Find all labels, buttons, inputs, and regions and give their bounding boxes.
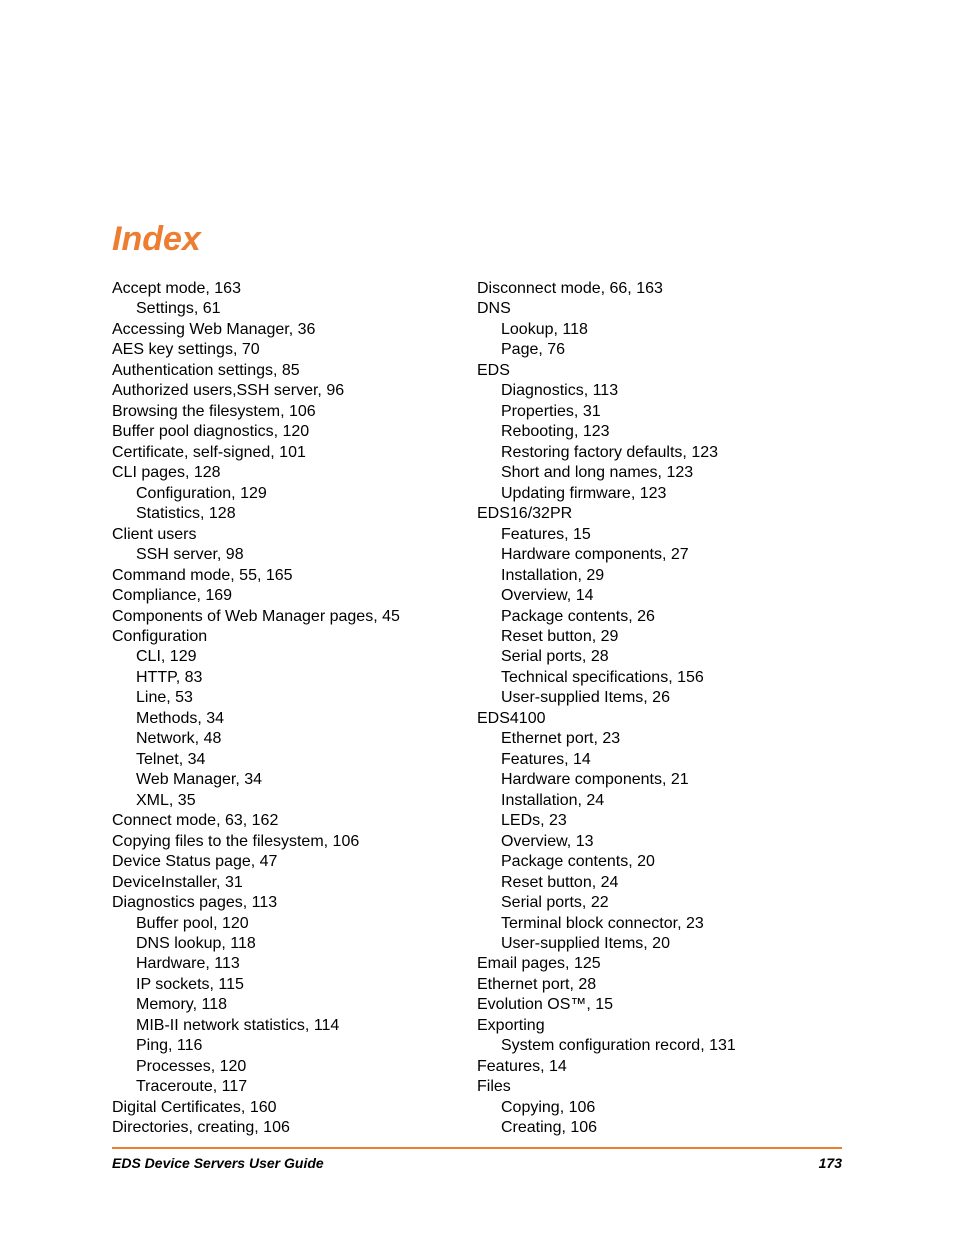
index-entry: Accept mode, 163 <box>112 279 477 299</box>
index-entry: Updating firmware, 123 <box>477 484 842 504</box>
index-entry: Browsing the filesystem, 106 <box>112 402 477 422</box>
index-col-1: Accept mode, 163Settings, 61Accessing We… <box>112 279 477 1139</box>
index-entry: SSH server, 98 <box>112 545 477 565</box>
index-entry: MIB-II network statistics, 114 <box>112 1016 477 1036</box>
index-entry: Device Status page, 47 <box>112 852 477 872</box>
index-entry: DeviceInstaller, 31 <box>112 873 477 893</box>
page-footer: EDS Device Servers User Guide 173 <box>112 1147 842 1171</box>
index-entry: Overview, 14 <box>477 586 842 606</box>
index-entry: Line, 53 <box>112 688 477 708</box>
index-entry: LEDs, 23 <box>477 811 842 831</box>
index-entry: AES key settings, 70 <box>112 340 477 360</box>
index-entry: CLI pages, 128 <box>112 463 477 483</box>
index-entry: Digital Certificates, 160 <box>112 1098 477 1118</box>
index-entry: Serial ports, 22 <box>477 893 842 913</box>
index-entry: Features, 15 <box>477 525 842 545</box>
index-entry: Features, 14 <box>477 750 842 770</box>
index-entry: Directories, creating, 106 <box>112 1118 477 1138</box>
index-entry: User-supplied Items, 20 <box>477 934 842 954</box>
page-heading: Index <box>112 220 842 259</box>
index-entry: Configuration, 129 <box>112 484 477 504</box>
index-entry: Exporting <box>477 1016 842 1036</box>
index-entry: Authorized users,SSH server, 96 <box>112 381 477 401</box>
index-entry: Ping, 116 <box>112 1036 477 1056</box>
index-entry: EDS4100 <box>477 709 842 729</box>
index-entry: Creating, 106 <box>477 1118 842 1138</box>
index-entry: Accessing Web Manager, 36 <box>112 320 477 340</box>
index-entry: Diagnostics, 113 <box>477 381 842 401</box>
index-entry: DNS <box>477 299 842 319</box>
index-entry: Methods, 34 <box>112 709 477 729</box>
index-entry: Page, 76 <box>477 340 842 360</box>
index-entry: Diagnostics pages, 113 <box>112 893 477 913</box>
index-entry: EDS16/32PR <box>477 504 842 524</box>
index-entry: Components of Web Manager pages, 45 <box>112 607 477 627</box>
index-entry: Reset button, 29 <box>477 627 842 647</box>
index-entry: Installation, 24 <box>477 791 842 811</box>
index-entry: Overview, 13 <box>477 832 842 852</box>
index-entry: Certificate, self-signed, 101 <box>112 443 477 463</box>
index-entry: Client users <box>112 525 477 545</box>
index-entry: Package contents, 26 <box>477 607 842 627</box>
index-entry: Rebooting, 123 <box>477 422 842 442</box>
index-entry: Restoring factory defaults, 123 <box>477 443 842 463</box>
index-col-2: Disconnect mode, 66, 163DNSLookup, 118Pa… <box>477 279 842 1139</box>
index-entry: Copying files to the filesystem, 106 <box>112 832 477 852</box>
index-entry: User-supplied Items, 26 <box>477 688 842 708</box>
index-entry: Lookup, 118 <box>477 320 842 340</box>
index-entry: EDS <box>477 361 842 381</box>
index-entry: Connect mode, 63, 162 <box>112 811 477 831</box>
index-entry: Telnet, 34 <box>112 750 477 770</box>
index-entry: Serial ports, 28 <box>477 647 842 667</box>
index-entry: Hardware components, 27 <box>477 545 842 565</box>
index-entry: Reset button, 24 <box>477 873 842 893</box>
index-entry: Disconnect mode, 66, 163 <box>477 279 842 299</box>
index-entry: Ethernet port, 28 <box>477 975 842 995</box>
index-entry: Web Manager, 34 <box>112 770 477 790</box>
index-entry: Memory, 118 <box>112 995 477 1015</box>
page: Index Accept mode, 163Settings, 61Access… <box>0 0 954 1235</box>
index-entry: Compliance, 169 <box>112 586 477 606</box>
index-entry: Statistics, 128 <box>112 504 477 524</box>
index-entry: Hardware components, 21 <box>477 770 842 790</box>
index-entry: System configuration record, 131 <box>477 1036 842 1056</box>
index-columns: Accept mode, 163Settings, 61Accessing We… <box>112 279 842 1139</box>
index-entry: Authentication settings, 85 <box>112 361 477 381</box>
index-entry: Settings, 61 <box>112 299 477 319</box>
index-entry: Buffer pool diagnostics, 120 <box>112 422 477 442</box>
footer-page-number: 173 <box>819 1155 842 1171</box>
index-entry: Package contents, 20 <box>477 852 842 872</box>
index-entry: Configuration <box>112 627 477 647</box>
index-entry: Hardware, 113 <box>112 954 477 974</box>
index-entry: HTTP, 83 <box>112 668 477 688</box>
index-entry: Evolution OS™, 15 <box>477 995 842 1015</box>
index-entry: Ethernet port, 23 <box>477 729 842 749</box>
index-entry: Files <box>477 1077 842 1097</box>
index-entry: Buffer pool, 120 <box>112 914 477 934</box>
index-entry: Short and long names, 123 <box>477 463 842 483</box>
index-entry: Properties, 31 <box>477 402 842 422</box>
index-entry: CLI, 129 <box>112 647 477 667</box>
index-entry: Processes, 120 <box>112 1057 477 1077</box>
index-entry: Technical specifications, 156 <box>477 668 842 688</box>
footer-title: EDS Device Servers User Guide <box>112 1155 324 1171</box>
index-entry: Network, 48 <box>112 729 477 749</box>
index-entry: Command mode, 55, 165 <box>112 566 477 586</box>
index-entry: XML, 35 <box>112 791 477 811</box>
index-entry: Installation, 29 <box>477 566 842 586</box>
index-entry: Email pages, 125 <box>477 954 842 974</box>
index-entry: DNS lookup, 118 <box>112 934 477 954</box>
index-entry: Traceroute, 117 <box>112 1077 477 1097</box>
index-entry: Features, 14 <box>477 1057 842 1077</box>
index-entry: Terminal block connector, 23 <box>477 914 842 934</box>
index-entry: Copying, 106 <box>477 1098 842 1118</box>
index-entry: IP sockets, 115 <box>112 975 477 995</box>
